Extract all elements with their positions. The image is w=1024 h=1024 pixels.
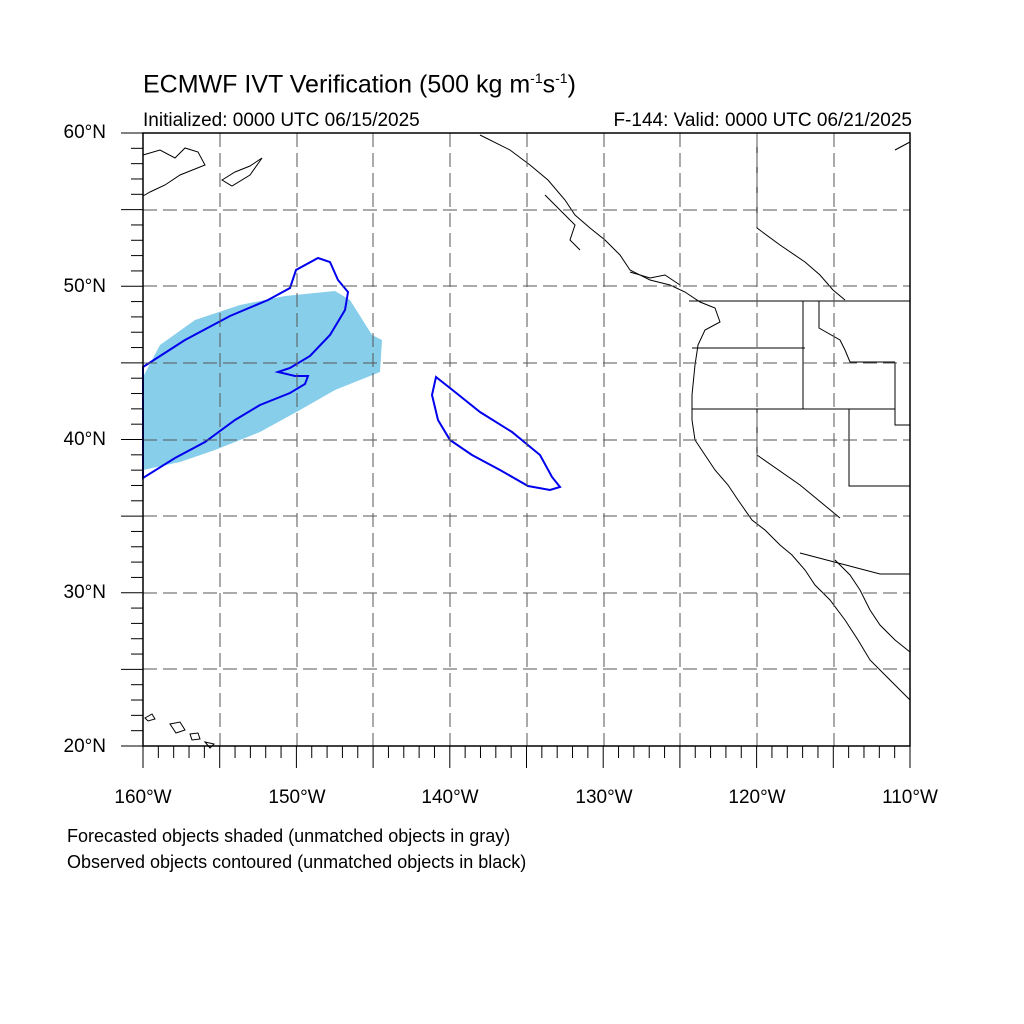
axis-ticks	[121, 132, 911, 768]
lat-label-50: 50°N	[63, 276, 106, 297]
lon-label-130w: 130°W	[575, 787, 633, 808]
lat-label-20: 20°N	[63, 736, 106, 757]
lat-label-60: 60°N	[63, 122, 106, 143]
valid-time-label: F-144: Valid: 0000 UTC 06/21/2025	[613, 110, 912, 131]
lon-label-120w: 120°W	[728, 787, 786, 808]
legend-forecast-note: Forecasted objects shaded (unmatched obj…	[67, 826, 511, 846]
lat-label-30: 30°N	[63, 582, 106, 603]
lon-label-140w: 140°W	[421, 787, 479, 808]
plot-title: ECMWF IVT Verification (500 kg m-1s-1)	[143, 70, 576, 99]
coastlines	[142, 134, 911, 749]
legend-observed-note: Observed objects contoured (unmatched ob…	[67, 852, 527, 872]
init-time-label: Initialized: 0000 UTC 06/15/2025	[143, 110, 420, 131]
lat-label-40: 40°N	[63, 429, 106, 450]
lon-label-110w: 110°W	[882, 787, 938, 808]
boundaries	[689, 133, 910, 575]
forecast-object-shaded	[143, 291, 382, 470]
observed-object-contour-west	[142, 256, 350, 480]
lon-label-160w: 160°W	[114, 787, 172, 808]
lon-label-150w: 150°W	[268, 787, 326, 808]
gridlines	[143, 133, 910, 746]
observed-object-contour-central	[430, 375, 562, 492]
